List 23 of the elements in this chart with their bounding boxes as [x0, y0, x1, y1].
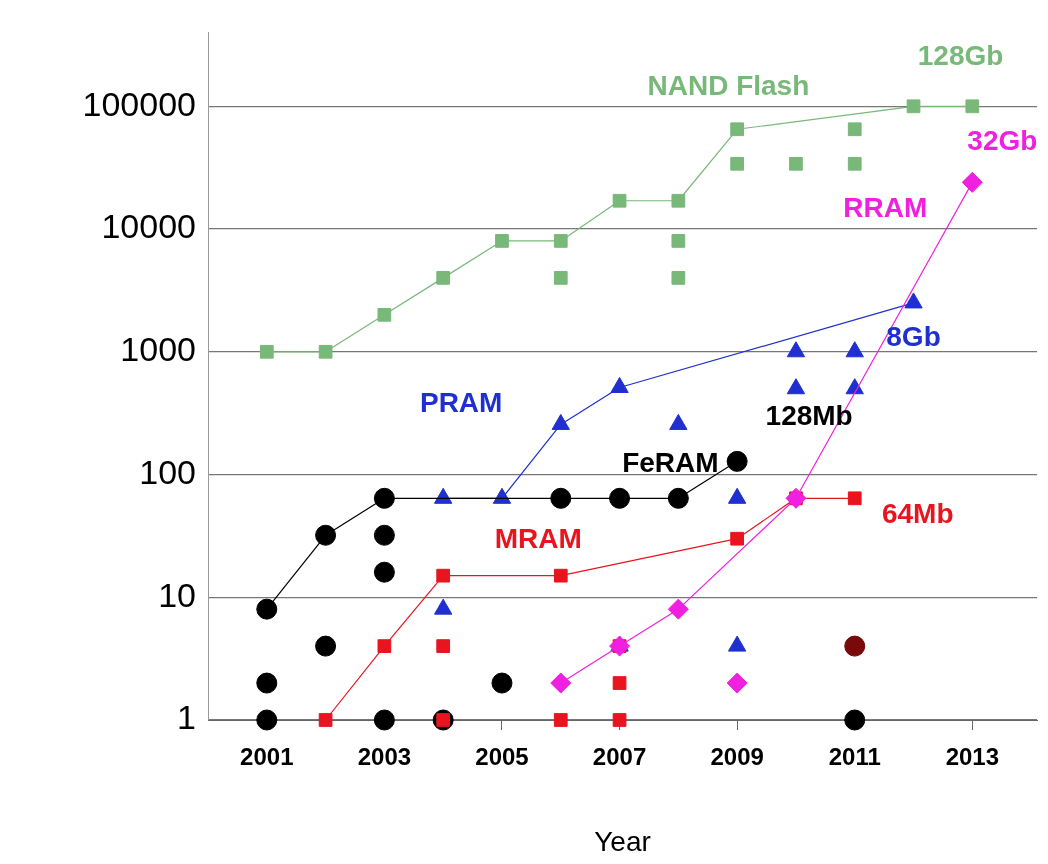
y-tick-label: 100000 — [82, 84, 196, 123]
annotation: 64Mb — [881, 498, 954, 530]
annotation: 8Gb — [886, 320, 941, 352]
series-label: RRAM — [843, 192, 928, 224]
y-tick-label: 10 — [158, 575, 196, 614]
y-tick-label: 10000 — [101, 207, 196, 246]
y-tick-label: 1 — [177, 698, 196, 737]
x-tick-label: 2013 — [945, 743, 1000, 771]
x-tick-label: 2011 — [828, 743, 881, 771]
x-tick-label: 2001 — [240, 743, 294, 771]
y-tick-label: 1000 — [120, 330, 196, 369]
x-tick-label: 2007 — [592, 743, 647, 771]
x-axis-title: Year — [594, 825, 651, 857]
annotation: 128Gb — [917, 40, 1004, 72]
series-label: NAND Flash — [647, 70, 810, 102]
x-tick-label: 2005 — [475, 743, 529, 771]
series-label: FeRAM — [622, 447, 719, 479]
x-tick-label: 2009 — [710, 743, 764, 771]
series-label: PRAM — [419, 387, 503, 419]
y-tick-label: 100 — [139, 452, 196, 491]
x-tick-label: 2003 — [357, 743, 412, 771]
annotation: 32Gb — [967, 125, 1038, 157]
series-label: MRAM — [494, 523, 582, 555]
